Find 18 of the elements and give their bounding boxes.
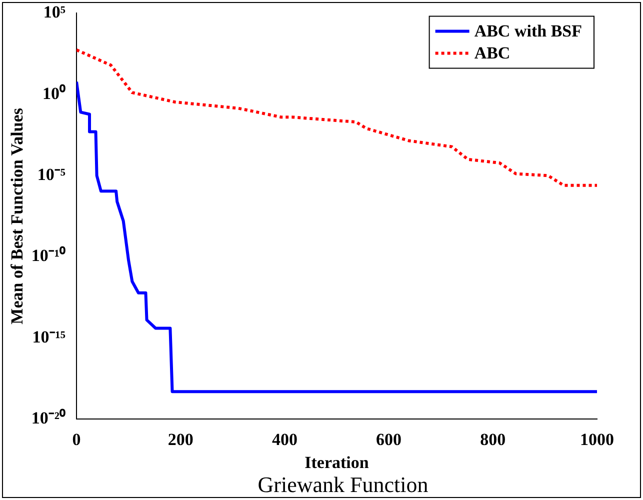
y-axis-title: Mean of Best Function Values xyxy=(8,108,27,324)
legend-label: ABC xyxy=(474,44,510,63)
y-tick-label: 10⁵ xyxy=(43,2,66,22)
line-series xyxy=(76,48,597,187)
text: Griewank Function xyxy=(258,472,428,497)
x-tick-label: 800 xyxy=(480,430,506,449)
legend-label: ABC with BSF xyxy=(474,22,582,41)
y-tick-label: 10⁻¹⁰ xyxy=(31,246,66,266)
x-tick-label: 0 xyxy=(72,430,81,449)
x-tick-label: 600 xyxy=(376,430,402,449)
x-tick-label: 200 xyxy=(168,430,194,449)
y-tick-label: 10⁻²⁰ xyxy=(31,408,66,428)
x-tick-label: 1000 xyxy=(580,430,614,449)
y-tick-label: 10⁻¹⁵ xyxy=(32,327,66,346)
y-tick-label: 10⁰ xyxy=(42,84,66,103)
y-tick-label: 10⁻⁵ xyxy=(37,164,66,184)
x-axis-title: Iteration xyxy=(304,453,370,472)
x-tick-label: 400 xyxy=(272,430,298,449)
